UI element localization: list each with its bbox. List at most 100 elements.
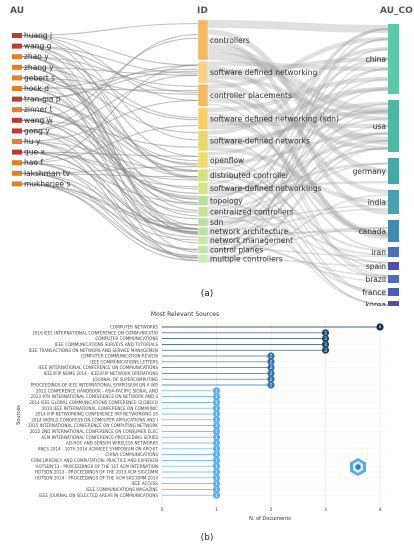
keyword-country-link <box>207 56 389 75</box>
keyword-label: topology <box>210 196 243 205</box>
source-label: 2014 WORLD CONGRESS ON COMPUTER APPLICAT… <box>31 417 158 422</box>
source-label: IEEE ACCESS <box>132 481 159 486</box>
author-label: hao f <box>24 158 43 167</box>
author-node <box>12 139 22 144</box>
keyword-country-link <box>207 68 389 254</box>
keyword-label: software-defined networkings <box>210 184 322 193</box>
author-keyword-link <box>21 56 199 119</box>
author-keyword-link <box>21 87 199 162</box>
author-node <box>12 117 22 123</box>
keyword-country-link <box>207 103 389 279</box>
keyword-country-link <box>207 94 389 277</box>
author-keyword-link <box>21 34 199 101</box>
author-keyword-link <box>21 162 199 204</box>
source-value-label: 1 <box>215 388 218 393</box>
keyword-label: controllers <box>210 36 250 45</box>
source-value-label: 1 <box>215 475 218 480</box>
keyword-country-link <box>207 102 389 234</box>
author-label: gong y <box>24 126 50 135</box>
source-value-label: 1 <box>215 487 218 492</box>
source-value-label: 1 <box>215 435 218 440</box>
keyword-country-link <box>207 120 389 129</box>
source-point <box>212 445 221 453</box>
keyword-country-link <box>207 48 389 229</box>
author-label: zinner t <box>24 105 53 114</box>
keyword-country-link <box>207 74 389 121</box>
source-point <box>321 340 330 348</box>
source-point <box>212 387 221 395</box>
source-label: IEEE COMMUNICATIONS LETTERS <box>90 359 158 364</box>
author-keyword-link <box>21 119 199 148</box>
author-node <box>12 128 22 134</box>
country-label: china <box>366 55 386 64</box>
source-value-label: 2 <box>270 377 273 382</box>
source-value-label: 1 <box>215 441 218 446</box>
keyword-country-link <box>207 204 389 223</box>
keyword-country-link <box>207 28 389 257</box>
keyword-label: software-defined networks <box>210 137 310 146</box>
source-label: IEEE/IFIP NOMS 2014 - IEEE/IFIP NETWORK … <box>44 371 159 376</box>
keyword-country-link <box>207 239 389 283</box>
country-label: india <box>368 198 386 207</box>
author-keyword-link <box>21 37 199 121</box>
author-node <box>12 181 22 187</box>
keyword-label: multiple controllers <box>210 255 283 264</box>
keyword-country-link <box>207 44 389 145</box>
chart-grid <box>158 321 386 506</box>
country-node <box>388 190 399 214</box>
keyword-country-link <box>207 88 389 237</box>
source-label: 2013 9TH INTERNATIONAL CONFERENCE ON NET… <box>31 394 159 399</box>
source-point <box>267 358 275 366</box>
country-node <box>388 247 399 257</box>
x-axis-label: N. of Documents <box>249 516 291 522</box>
keyword-country-link <box>207 116 389 237</box>
keyword-country-link <box>207 215 389 292</box>
source-value-label: 3 <box>324 348 327 353</box>
keyword-country-link <box>207 38 389 209</box>
keyword-country-link <box>207 230 389 236</box>
author-label: zhang y <box>24 63 54 72</box>
keyword-country-link <box>207 58 389 248</box>
source-value-label: 1 <box>215 412 218 417</box>
source-point <box>212 393 221 401</box>
author-label: wang g <box>24 42 52 51</box>
keyword-country-link <box>207 132 389 243</box>
source-value-label: 1 <box>215 446 218 451</box>
keyword-country-link <box>207 165 389 264</box>
source-point <box>321 329 330 337</box>
source-point <box>212 462 221 470</box>
keyword-country-link <box>207 256 389 267</box>
source-label: IEEE INTERNATIONAL CONFERENCE ON COMMUNI… <box>38 365 158 370</box>
author-node <box>12 86 22 91</box>
author-keyword-link <box>21 77 199 95</box>
keyword-label: distributed controller <box>210 171 290 180</box>
source-label: ACM INTERNATIONAL CONFERENCE PROCEEDING … <box>41 435 158 440</box>
keyword-country-link <box>207 131 389 165</box>
author-label: zhao y <box>24 52 49 61</box>
keyword-country-link <box>207 242 389 277</box>
author-keyword-link <box>21 66 199 121</box>
source-value-label: 3 <box>324 330 327 335</box>
author-node <box>12 170 22 176</box>
author-keyword-link <box>21 183 199 226</box>
author-keyword-link <box>21 172 199 259</box>
source-label: HOTSDN'13 - PROCEEDINGS OF THE 1ST ACM I… <box>35 464 158 469</box>
author-keyword-link <box>21 109 199 178</box>
author-node <box>12 43 22 49</box>
author-keyword-link <box>21 130 199 194</box>
country-nodes: china usa germany india canada iran spain brazi… <box>353 24 399 309</box>
keyword-country-link <box>207 110 389 252</box>
source-value-label: 1 <box>215 423 218 428</box>
keyword-country-link <box>207 68 389 198</box>
keyword-label: network architecture <box>210 227 289 236</box>
links-keyword-country <box>207 20 389 307</box>
author-keyword-link <box>21 140 199 220</box>
source-label: AD-HOC AND SENSOR WIRELESS NETWORKS <box>66 441 158 446</box>
keyword-label: network management <box>210 236 293 245</box>
source-value-label: 2 <box>270 371 273 376</box>
country-node <box>388 24 399 94</box>
author-keyword-link <box>21 99 199 143</box>
author-keyword-link <box>21 162 199 238</box>
source-value-label: 2 <box>270 354 273 359</box>
